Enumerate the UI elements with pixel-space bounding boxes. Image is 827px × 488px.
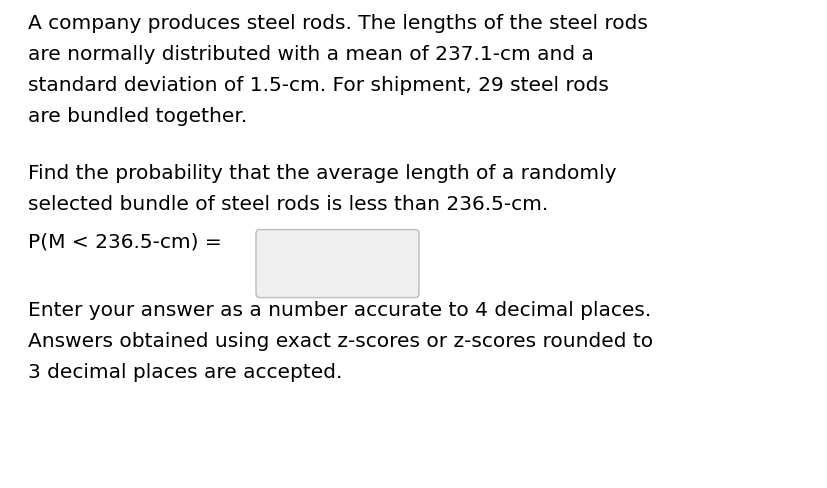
Text: Find the probability that the average length of a randomly: Find the probability that the average le…	[28, 164, 616, 183]
FancyBboxPatch shape	[256, 230, 418, 298]
Text: are bundled together.: are bundled together.	[28, 107, 247, 126]
Text: standard deviation of 1.5-cm. For shipment, 29 steel rods: standard deviation of 1.5-cm. For shipme…	[28, 76, 608, 95]
Text: A company produces steel rods. The lengths of the steel rods: A company produces steel rods. The lengt…	[28, 14, 647, 33]
Text: P(M < 236.5-cm) =: P(M < 236.5-cm) =	[28, 232, 222, 251]
Text: are normally distributed with a mean of 237.1-cm and a: are normally distributed with a mean of …	[28, 45, 593, 64]
Text: 3 decimal places are accepted.: 3 decimal places are accepted.	[28, 362, 342, 381]
Text: Answers obtained using exact z-scores or z-scores rounded to: Answers obtained using exact z-scores or…	[28, 331, 653, 350]
Text: selected bundle of steel rods is less than 236.5-cm.: selected bundle of steel rods is less th…	[28, 195, 547, 214]
Text: Enter your answer as a number accurate to 4 decimal places.: Enter your answer as a number accurate t…	[28, 300, 651, 319]
